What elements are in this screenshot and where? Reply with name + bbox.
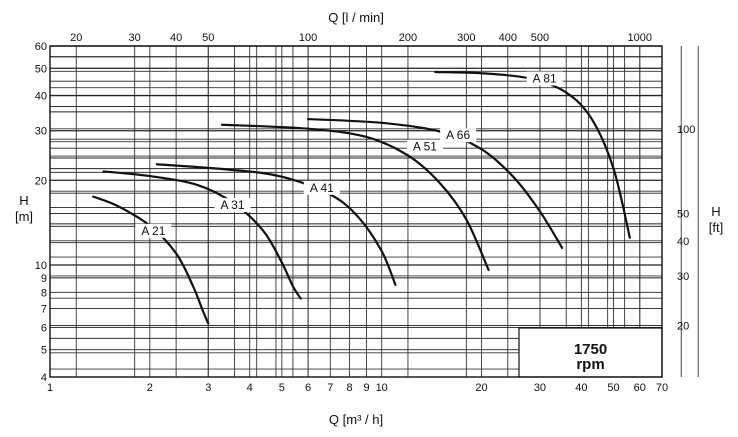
y-tick-label: 10 xyxy=(35,260,47,272)
x-tick-label: 3 xyxy=(205,382,211,394)
x-tick-label: 70 xyxy=(656,382,668,394)
x-tick-label: 40 xyxy=(575,382,587,394)
y-axis-unit: [m] xyxy=(15,209,33,224)
right-tick-label: 40 xyxy=(677,236,689,248)
top-tick-label: 40 xyxy=(170,32,182,44)
top-tick-label: 300 xyxy=(457,32,475,44)
x-axis-title: Q [m³ / h] xyxy=(329,412,383,427)
top-tick-label: 200 xyxy=(399,32,417,44)
x-tick-label: 5 xyxy=(279,382,285,394)
curve-label-a-31: A 31 xyxy=(220,198,244,212)
y-tick-label: 8 xyxy=(41,287,47,299)
curve-a-51 xyxy=(220,123,490,272)
x-tick-label: 10 xyxy=(376,382,388,394)
speed-box xyxy=(518,327,663,378)
curve-a-21 xyxy=(92,195,210,325)
curve-a-66 xyxy=(307,117,564,250)
y-tick-label: 40 xyxy=(35,91,47,103)
curve-label-bg-a-21 xyxy=(135,223,172,238)
y-tick-label: 7 xyxy=(41,304,47,316)
x-tick-label: 1 xyxy=(47,382,53,394)
x-tick-label: 9 xyxy=(363,382,369,394)
top-tick-label: 30 xyxy=(129,32,141,44)
y-tick-label: 20 xyxy=(35,175,47,187)
curve-label-a-66: A 66 xyxy=(446,128,470,142)
y-tick-label: 60 xyxy=(35,41,47,53)
x-tick-label: 50 xyxy=(607,382,619,394)
curve-label-bg-a-41 xyxy=(303,180,340,195)
y-tick-label: 5 xyxy=(41,345,47,357)
y-tick-label: 30 xyxy=(35,126,47,138)
curve-label-a-41: A 41 xyxy=(310,181,334,195)
x-tick-label: 60 xyxy=(634,382,646,394)
y-tick-label: 9 xyxy=(41,273,47,285)
top-tick-label: 50 xyxy=(202,32,214,44)
curve-label-bg-a-81 xyxy=(526,71,563,86)
curve-label-a-81: A 81 xyxy=(533,72,557,86)
x-tick-label: 4 xyxy=(247,382,253,394)
right-axis-unit: [ft] xyxy=(709,220,723,235)
top-axis-title: Q [l / min] xyxy=(328,10,384,25)
y-tick-label: 6 xyxy=(41,322,47,334)
curve-label-bg-a-51 xyxy=(406,139,443,154)
y-tick-label: 50 xyxy=(35,63,47,75)
speed-value: 1750 xyxy=(574,341,607,358)
y-tick-label: 4 xyxy=(41,372,47,384)
plot-frame xyxy=(49,45,663,378)
right-tick-label: 30 xyxy=(677,271,689,283)
top-tick-label: 100 xyxy=(299,32,317,44)
curve-a-81 xyxy=(434,70,631,239)
x-tick-label: 2 xyxy=(147,382,153,394)
right-tick-label: 50 xyxy=(677,209,689,221)
y-axis-title: H xyxy=(19,193,28,208)
right-axis-title: H xyxy=(711,204,720,219)
right-tick-label: 100 xyxy=(677,124,695,136)
x-tick-label: 7 xyxy=(327,382,333,394)
right-tick-label: 20 xyxy=(677,321,689,333)
top-tick-label: 20 xyxy=(70,32,82,44)
curve-label-a-21: A 21 xyxy=(141,224,165,238)
curve-label-bg-a-31 xyxy=(214,198,251,213)
x-tick-label: 6 xyxy=(305,382,311,394)
speed-unit: rpm xyxy=(576,356,604,373)
curve-a-31 xyxy=(102,170,302,300)
x-tick-label: 8 xyxy=(346,382,352,394)
top-tick-label: 500 xyxy=(531,32,549,44)
curve-label-bg-a-66 xyxy=(440,128,477,143)
top-tick-label: 1000 xyxy=(628,32,652,44)
x-tick-label: 20 xyxy=(475,382,487,394)
x-tick-label: 30 xyxy=(534,382,546,394)
top-tick-label: 400 xyxy=(499,32,517,44)
curve-label-a-51: A 51 xyxy=(413,140,437,154)
